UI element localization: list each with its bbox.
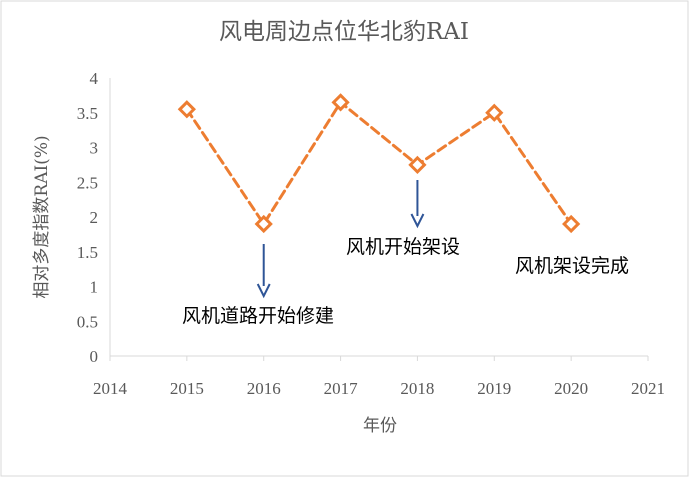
x-tick-label: 2014 [93, 379, 128, 398]
y-tick-label: 4 [90, 69, 99, 88]
x-tick-label: 2018 [400, 379, 434, 398]
x-tick-label: 2020 [554, 379, 588, 398]
annotation-arrow-head [256, 283, 271, 299]
y-tick-label: 2.5 [77, 173, 98, 192]
data-point-marker [331, 93, 350, 112]
x-tick-label: 2016 [247, 379, 281, 398]
annotation-label: 风机架设完成 [515, 255, 629, 277]
data-point-marker [562, 214, 581, 234]
series-layer [177, 93, 581, 234]
x-tick-label: 2017 [324, 379, 359, 398]
annotation-arrow-head [410, 213, 425, 229]
y-tick-label: 3.5 [77, 104, 98, 123]
chart-title: 风电周边点位华北豹RAI [219, 19, 469, 45]
data-point-marker [177, 100, 196, 119]
y-tick-label: 0.5 [77, 312, 98, 331]
annotation-label: 风机道路开始修建 [182, 305, 334, 327]
x-tick-label: 2019 [477, 379, 511, 398]
series-line [185, 100, 573, 226]
y-tick-label: 0 [90, 347, 99, 366]
x-tick-label: 2015 [170, 379, 204, 398]
y-tick-label: 1 [90, 278, 99, 297]
x-axis-label: 年份 [363, 416, 397, 436]
y-tick-label: 2 [90, 208, 99, 227]
annotation-label: 风机开始架设 [346, 236, 460, 258]
data-point-marker [485, 103, 504, 122]
y-tick-label: 3 [90, 139, 99, 158]
y-axis-label: 相对多度指数RAI(%) [32, 135, 52, 298]
axes-layer: 0 0.5 1 1.5 2 2.5 3 3.5 4 2014 2015 2016 2017 2018 201… [77, 69, 665, 398]
data-point-marker [254, 214, 273, 234]
x-tick-label: 2021 [631, 379, 665, 398]
data-point-marker [408, 155, 427, 174]
y-tick-label: 1.5 [77, 243, 98, 262]
